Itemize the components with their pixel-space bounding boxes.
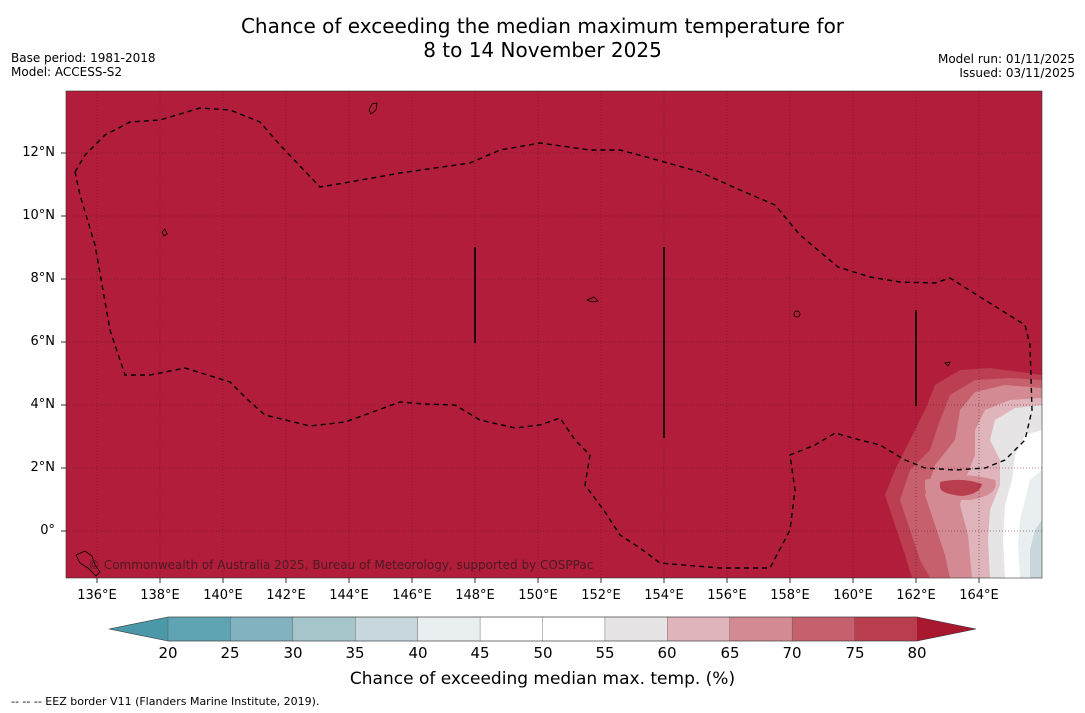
model-run-text: Model run: 01/11/2025 (937, 52, 1075, 66)
lat-label-6n: 6°N (30, 334, 56, 349)
issued-text: Issued: 03/11/2025 (959, 66, 1075, 80)
lon-label-146e: 146°E (392, 588, 432, 603)
colorbar-segment (479, 616, 544, 642)
colorbar-outline (108, 616, 977, 642)
colorbar-segment (729, 616, 793, 642)
lat-label-10n: 10°N (22, 208, 55, 223)
lon-label-152e: 152°E (581, 588, 621, 603)
probability-fill (66, 91, 1042, 578)
colorbar-segment (667, 616, 731, 642)
lon-label-136e: 136°E (77, 588, 117, 603)
colorbar-label-45: 45 (470, 644, 490, 662)
model-text: Model: ACCESS-S2 (11, 65, 123, 79)
island-outline (161, 228, 168, 237)
probability-contours (885, 368, 1042, 578)
colorbar-segment (167, 616, 232, 642)
base-period-text: Base period: 1981-2018 (11, 51, 156, 65)
island-outlines (75, 102, 951, 577)
lon-label-140e: 140°E (203, 588, 243, 603)
colorbar-label-70: 70 (782, 644, 802, 662)
lon-label-144e: 144°E (329, 588, 369, 603)
colorbar-segment (417, 616, 481, 642)
colorbar-label-50: 50 (533, 644, 553, 662)
colorbar-segment (542, 616, 606, 642)
longitude-tick-marks (96, 578, 980, 583)
lon-label-158e: 158°E (770, 588, 810, 603)
vertical-markers (474, 247, 917, 438)
lon-label-160e: 160°E (833, 588, 873, 603)
colorbar-segment (854, 616, 918, 642)
map-area (66, 91, 1042, 578)
lon-label-164e: 164°E (959, 588, 999, 603)
colorbar-high-extension (917, 617, 976, 641)
lat-label-8n: 8°N (30, 271, 56, 286)
lat-label-12n: 12°N (22, 145, 55, 160)
colorbar-label-40: 40 (408, 644, 428, 662)
lon-label-156e: 156°E (707, 588, 747, 603)
meta-right: Model run: 01/11/2025 Issued: 03/11/2025 (938, 52, 1075, 80)
lon-label-150e: 150°E (518, 588, 558, 603)
eez-footnote: -- -- -- EEZ border V11 (Flanders Marine… (11, 695, 320, 708)
colorbar-label-35: 35 (345, 644, 365, 662)
colorbar-low-extension (109, 617, 168, 641)
map-frame (65, 90, 1043, 579)
lat-label-4n: 4°N (30, 397, 56, 412)
colorbar-segment (292, 616, 356, 642)
island-outline (944, 361, 951, 367)
colorbar-label-55: 55 (595, 644, 615, 662)
colorbar-segment (791, 616, 856, 642)
copyright-text: © Commonwealth of Australia 2025, Bureau… (88, 558, 594, 572)
island-outline (585, 296, 599, 303)
colorbar-label-25: 25 (220, 644, 240, 662)
lat-label-2n: 2°N (30, 460, 56, 475)
lon-label-142e: 142°E (266, 588, 306, 603)
eez-border (74, 107, 1033, 569)
island-outline (793, 310, 801, 318)
colorbar-segment (355, 616, 419, 642)
colorbar (108, 616, 977, 642)
colorbar-segment (604, 616, 669, 642)
lon-label-154e: 154°E (644, 588, 684, 603)
colorbar-label-20: 20 (158, 644, 178, 662)
lon-label-138e: 138°E (140, 588, 180, 603)
title-line-2: 8 to 14 November 2025 (423, 38, 662, 62)
island-outline (75, 550, 101, 577)
colorbar-title: Chance of exceeding median max. temp. (%… (349, 669, 736, 689)
contour-inner-80 (940, 479, 982, 496)
chart-title: Chance of exceeding the median maximum t… (0, 14, 1085, 62)
colorbar-label-65: 65 (720, 644, 740, 662)
title-line-1: Chance of exceeding the median maximum t… (240, 14, 845, 38)
colorbar-segments (167, 616, 918, 642)
lon-label-148e: 148°E (455, 588, 495, 603)
island-outline (368, 102, 378, 115)
lon-label-162e: 162°E (896, 588, 936, 603)
colorbar-label-80: 80 (907, 644, 927, 662)
lat-label-0: 0° (40, 523, 55, 538)
colorbar-segment (230, 616, 294, 642)
colorbar-label-30: 30 (283, 644, 303, 662)
colorbar-label-75: 75 (845, 644, 865, 662)
contour-40 (1030, 520, 1042, 578)
latitude-tick-marks (61, 152, 66, 532)
meta-left: Base period: 1981-2018 Model: ACCESS-S2 (11, 51, 156, 79)
colorbar-label-60: 60 (657, 644, 677, 662)
